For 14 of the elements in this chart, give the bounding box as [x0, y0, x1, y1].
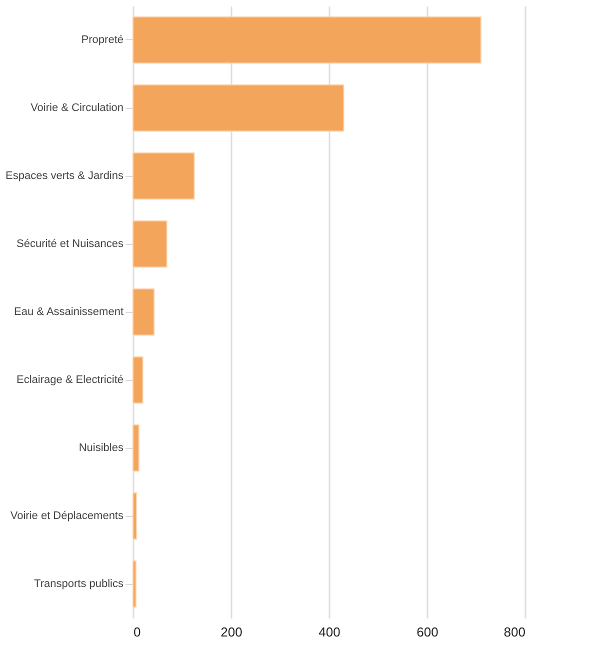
x-tick-label: 0 [134, 624, 141, 640]
y-tick-label: Transports publics [34, 578, 124, 590]
y-tick-label: Propreté [81, 34, 124, 46]
y-tick-label: Eclairage & Electricité [16, 374, 124, 386]
y-tick-label: Nuisibles [78, 442, 124, 454]
y-tick-label: Eau & Assainissement [14, 306, 124, 318]
y-tick-label: Voirie & Circulation [30, 102, 124, 114]
y-tick-label: Sécurité et Nuisances [16, 238, 124, 250]
x-tick-label: 200 [220, 624, 242, 640]
y-tick-label: Voirie et Déplacements [10, 510, 124, 522]
x-tick-label: 400 [318, 624, 340, 640]
x-tick-label: 600 [416, 624, 438, 640]
y-tick-label: Espaces verts & Jardins [6, 170, 124, 182]
x-tick-label: 800 [504, 624, 526, 640]
